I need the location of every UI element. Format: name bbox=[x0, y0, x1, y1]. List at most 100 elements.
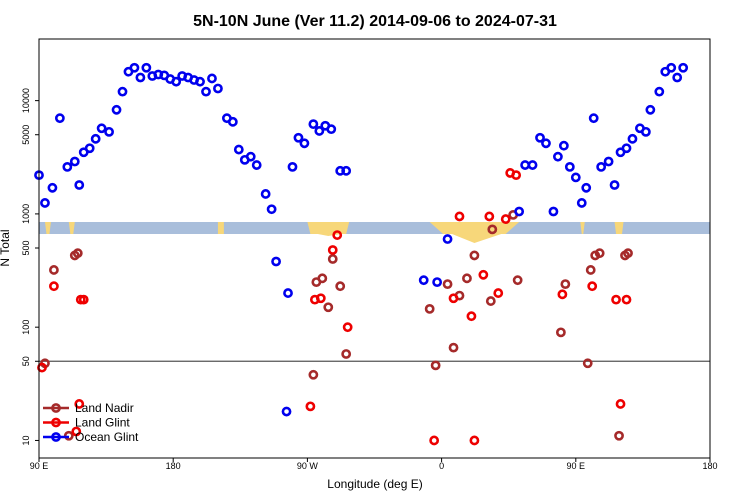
ocean-glint-point bbox=[576, 198, 587, 208]
ocean-glint-point bbox=[341, 165, 352, 176]
land-nadir-point bbox=[335, 281, 346, 292]
land-glint-point bbox=[615, 399, 626, 409]
land-nadir-point bbox=[327, 254, 338, 264]
ocean-glint-point bbox=[558, 140, 569, 151]
ocean-glint-point bbox=[418, 275, 429, 286]
land-mass bbox=[44, 222, 51, 234]
ocean-glint-point bbox=[581, 182, 592, 193]
legend-label-ocean-glint: Ocean Glint bbox=[75, 430, 139, 444]
ocean-glint-point bbox=[553, 151, 563, 162]
land-nadir-point bbox=[623, 248, 633, 259]
land-glint-point bbox=[611, 294, 621, 305]
ocean-glint-point bbox=[213, 83, 223, 94]
legend-marker-land-glint bbox=[51, 417, 61, 428]
land-glint-point bbox=[429, 435, 440, 446]
ocean-glint-point bbox=[207, 73, 217, 84]
ocean-glint-point bbox=[541, 138, 551, 149]
land-nadir-point bbox=[49, 265, 59, 275]
ocean-glint-point bbox=[129, 62, 140, 73]
ocean-glint-point bbox=[90, 133, 101, 144]
land-nadir-point bbox=[308, 369, 319, 380]
land-glint-point bbox=[500, 214, 511, 224]
land-nadir-point bbox=[485, 296, 496, 306]
land-nadir-point bbox=[424, 303, 435, 314]
land-glint-point bbox=[469, 435, 480, 446]
land-nadir-point bbox=[614, 430, 624, 441]
x-tick-label: 90 W bbox=[297, 461, 319, 471]
ocean-glint-point bbox=[621, 143, 632, 154]
land-nadir-point bbox=[594, 248, 605, 259]
land-mass bbox=[452, 234, 502, 243]
ocean-glint-point bbox=[564, 161, 575, 172]
ocean-glint-point bbox=[287, 161, 298, 172]
ocean-glint-point bbox=[442, 234, 453, 244]
ocean-glint-point bbox=[227, 116, 238, 127]
legend-label-land-glint: Land Glint bbox=[75, 416, 130, 430]
ocean-glint-point bbox=[314, 126, 325, 136]
land-nadir-point bbox=[72, 248, 83, 259]
ocean-glint-point bbox=[308, 119, 319, 130]
land-nadir-point bbox=[462, 273, 472, 284]
legend-marker-ocean-glint bbox=[51, 432, 61, 442]
axes: 10 50 100 500 1000 5000 10000 90 E 180 90 W 0 90 E 1… bbox=[21, 88, 718, 471]
land-nadir-point bbox=[442, 279, 453, 290]
ocean-glint-point bbox=[609, 180, 620, 190]
ocean-glint-point bbox=[233, 144, 244, 155]
ocean-glint-point bbox=[201, 86, 211, 97]
ocean-glint-point bbox=[96, 123, 107, 134]
ocean-glint-point bbox=[111, 104, 122, 115]
ocean-glint-point bbox=[135, 72, 146, 83]
land-glint-point bbox=[78, 294, 89, 305]
land-glint-point bbox=[557, 289, 568, 300]
ocean-glint-point bbox=[678, 62, 689, 73]
ocean-glint-point bbox=[141, 62, 152, 73]
ocean-glint-point bbox=[326, 124, 337, 135]
land-glint-point bbox=[621, 294, 632, 305]
ocean-glint-point bbox=[645, 104, 656, 115]
y-tick-label: 50 bbox=[21, 356, 31, 366]
ocean-glint-point bbox=[251, 160, 262, 170]
land-nadir-point bbox=[512, 275, 523, 286]
ocean-glint-point bbox=[299, 138, 310, 149]
y-tick-label: 5000 bbox=[21, 125, 31, 145]
ocean-glint-point bbox=[432, 277, 443, 288]
land-glint-point bbox=[448, 293, 459, 304]
ocean-glint-point bbox=[104, 126, 114, 137]
ocean-glint-point bbox=[672, 72, 683, 83]
x-axis-label: Longitude (deg E) bbox=[327, 477, 422, 491]
data-points bbox=[34, 62, 689, 446]
ocean-glint-point bbox=[640, 126, 651, 137]
land-mass bbox=[614, 222, 624, 234]
land-nadir-point bbox=[560, 279, 571, 290]
y-tick-label: 500 bbox=[21, 240, 31, 255]
y-axis-label: N Total bbox=[0, 229, 12, 266]
land-glint-point bbox=[466, 311, 477, 322]
land-nadir-point bbox=[448, 342, 459, 353]
land-mass bbox=[307, 222, 350, 234]
ocean-glint-point bbox=[84, 143, 95, 154]
ocean-glint-point bbox=[654, 86, 665, 97]
land-nadir-point bbox=[487, 224, 498, 235]
ocean-glint-point bbox=[603, 156, 614, 167]
land-glint-point bbox=[342, 322, 353, 333]
land-nadir-point bbox=[341, 349, 352, 359]
ocean-glint-point bbox=[74, 180, 85, 190]
y-tick-label: 10000 bbox=[21, 88, 31, 113]
x-tick-label: 180 bbox=[166, 461, 181, 471]
land-nadir-point bbox=[555, 327, 566, 338]
ocean-glint-point bbox=[40, 198, 50, 208]
legend-marker-land-nadir bbox=[51, 403, 61, 413]
y-tick-label: 10 bbox=[21, 435, 31, 445]
land-glint-point bbox=[49, 281, 59, 292]
y-tick-label: 1000 bbox=[21, 204, 31, 224]
land-glint-point bbox=[37, 362, 47, 373]
ocean-glint-point bbox=[666, 62, 677, 73]
x-tick-label: 90 E bbox=[567, 461, 586, 471]
land-glint-point bbox=[305, 401, 316, 412]
land-glint-point bbox=[71, 426, 82, 437]
land-mass bbox=[68, 222, 75, 234]
y-tick-label: 100 bbox=[21, 320, 31, 335]
ocean-band bbox=[39, 222, 710, 234]
land-glint-point bbox=[478, 269, 489, 280]
